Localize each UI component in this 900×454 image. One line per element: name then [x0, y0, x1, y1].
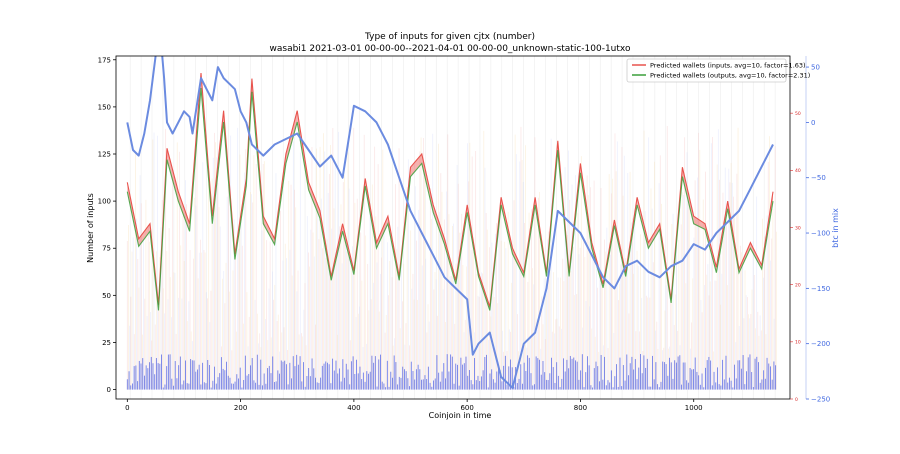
fill-between-segment	[166, 148, 179, 202]
y3-tick-label: 10	[795, 340, 801, 346]
legend-label-inputs: Predicted wallets (inputs, avg=10, facto…	[650, 62, 806, 70]
series-inputs-line	[126, 72, 774, 307]
y-tick-label: 25	[102, 339, 111, 347]
x-tick-label: 1000	[685, 404, 703, 412]
fill-between-segment	[308, 182, 320, 219]
y-tick-label: 175	[98, 56, 111, 64]
x-tick-label: 600	[460, 404, 473, 412]
x-tick-label: 800	[574, 404, 587, 412]
legend-label-outputs: Predicted wallets (outputs, avg=10, fact…	[650, 72, 810, 80]
series-layer	[126, 56, 774, 389]
y-tick-label: 50	[102, 292, 111, 300]
series-outputs-line	[126, 87, 774, 311]
fill-between-segment	[263, 216, 275, 245]
chart-subtitle: wasabi1 2021-03-01 00-00-00--2021-04-01 …	[270, 44, 631, 54]
y-tick-label: 0	[107, 386, 111, 394]
y3-tick-label: 50	[795, 111, 801, 117]
x-tick-label: 200	[234, 404, 247, 412]
y-tick-label: 75	[102, 245, 111, 253]
y-axis-label: Number of inputs	[86, 193, 95, 263]
y2-axis-label: btc in mix	[831, 208, 840, 248]
y2-tick-label: −150	[811, 285, 830, 293]
y2-tick-label: −50	[811, 174, 826, 182]
y2-tick-label: −100	[811, 230, 830, 238]
y3-tick-label: 0	[795, 397, 798, 403]
y2-tick-label: 50	[811, 64, 820, 72]
y3-tick-label: 20	[795, 282, 801, 288]
y-tick-label: 100	[98, 198, 111, 206]
x-tick-label: 400	[347, 404, 360, 412]
fill-between-segment	[178, 191, 190, 232]
series-btc-in-mix-line	[126, 56, 774, 389]
x-tick-label: 0	[125, 404, 129, 412]
y2-tick-label: −200	[811, 340, 830, 348]
y2-tick-label: 0	[811, 119, 815, 127]
y-tick-label: 125	[98, 151, 111, 159]
y3-tick-label: 40	[795, 168, 801, 174]
fill-between-segment	[138, 223, 150, 247]
legend: Predicted wallets (inputs, avg=10, facto…	[626, 58, 810, 83]
y2-tick-label: −250	[811, 396, 830, 404]
fill-between-segment	[648, 223, 660, 249]
background-bars	[126, 56, 777, 399]
fill-between-segment	[693, 216, 706, 230]
fill-between-segment	[410, 154, 422, 177]
legend-box	[626, 58, 787, 83]
y3-tick-label: 30	[795, 225, 801, 231]
y-tick-label: 150	[98, 103, 111, 111]
x-axis-label: Coinjoin in time	[429, 411, 492, 420]
chart-title: Type of inputs for given cjtx (number)	[364, 32, 535, 42]
